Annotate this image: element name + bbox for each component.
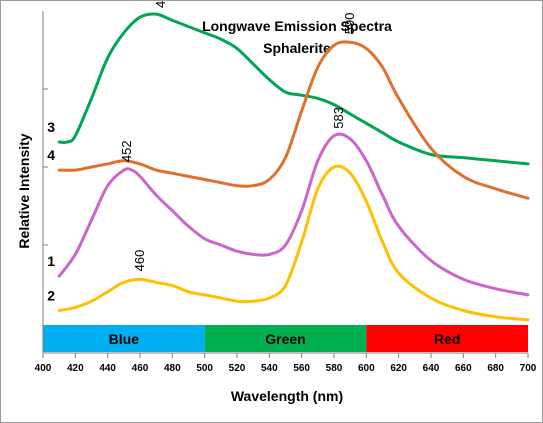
series-label-2: 2 <box>47 288 55 304</box>
x-tick-label: 600 <box>358 363 375 374</box>
peak-label-473: 473 <box>153 1 168 8</box>
x-tick-label: 660 <box>455 363 472 374</box>
x-tick-label: 460 <box>132 363 149 374</box>
band-blue <box>43 325 205 352</box>
x-tick-label: 500 <box>196 363 213 374</box>
series-line-2 <box>57 164 530 322</box>
series-lines <box>57 12 530 322</box>
x-tick-label: 400 <box>35 363 52 374</box>
x-tick-label: 440 <box>99 363 116 374</box>
series-line-1 <box>57 132 530 297</box>
x-tick-label: 520 <box>229 363 246 374</box>
series-line-3 <box>57 12 530 166</box>
x-tick-label: 480 <box>164 363 181 374</box>
x-tick-label: 580 <box>326 363 343 374</box>
x-tick-label: 680 <box>487 363 504 374</box>
band-label-green: Green <box>265 331 305 347</box>
x-tick-label: 620 <box>390 363 407 374</box>
y-axis-title: Relative Intensity <box>16 133 32 248</box>
series-label-3: 3 <box>47 119 55 135</box>
axes: 400 420 440 460 480 500 520 540 560 580 600 620 640 6… <box>35 11 537 374</box>
peak-label-460: 460 <box>132 250 147 272</box>
band-red <box>366 325 528 352</box>
x-tick-label: 640 <box>423 363 440 374</box>
peak-label-583: 583 <box>331 107 346 129</box>
x-tick-label: 420 <box>67 363 84 374</box>
series-line-4 <box>57 40 530 200</box>
band-green <box>204 325 367 352</box>
band-label-red: Red <box>434 331 460 347</box>
series-label-1: 1 <box>47 253 55 269</box>
chart-subtitle: Sphalerite <box>263 40 331 56</box>
x-tick-label: 560 <box>293 363 310 374</box>
series-label-4: 4 <box>47 147 55 163</box>
band-label-blue: Blue <box>109 331 140 347</box>
peak-label-590: 590 <box>342 12 357 34</box>
peak-label-452: 452 <box>119 140 134 162</box>
data-labels: 1 452 583 2 460 3 473 4 590 <box>47 1 357 304</box>
chart-title: Longwave Emission Spectra <box>202 18 392 34</box>
x-tick-label: 700 <box>520 363 537 374</box>
color-bands: Blue Green Red <box>43 325 528 352</box>
x-axis-title: Wavelength (nm) <box>231 388 343 404</box>
x-tick-label: 540 <box>261 363 278 374</box>
